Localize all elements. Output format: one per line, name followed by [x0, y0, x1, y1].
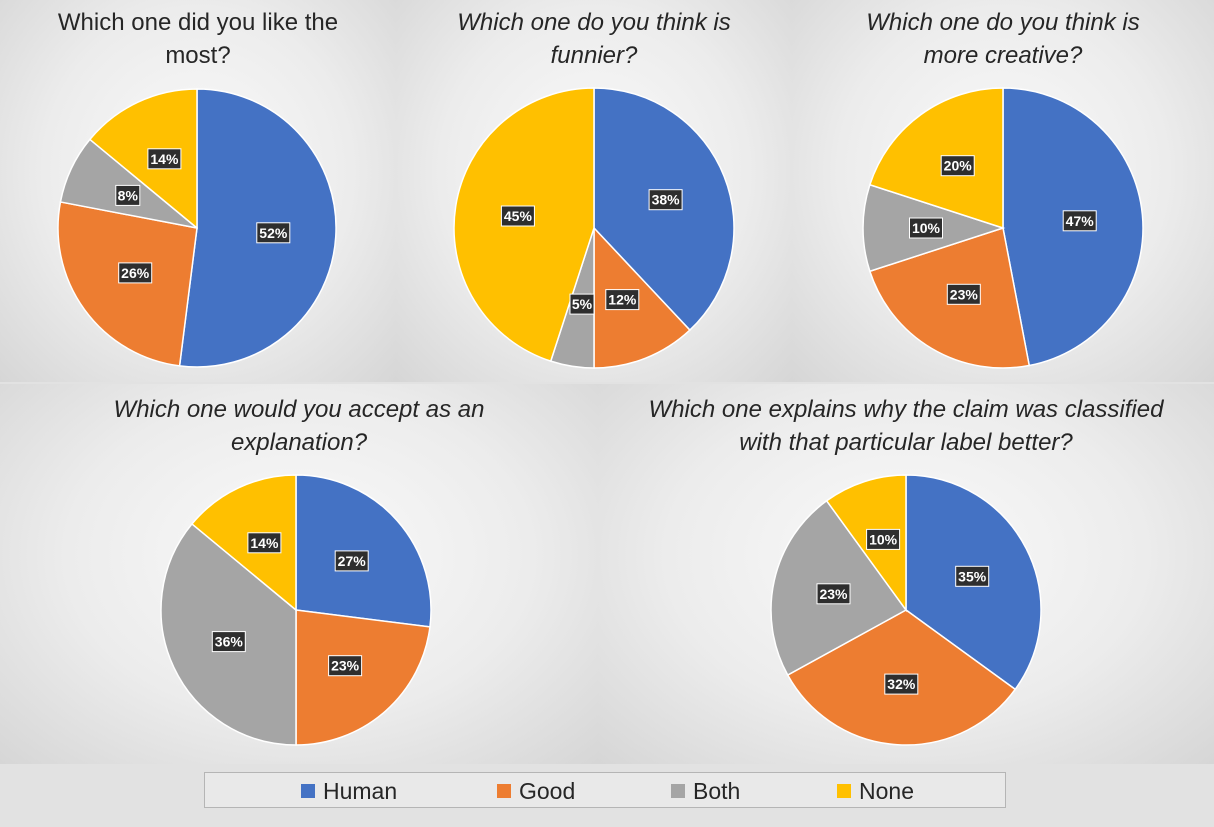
data-label-both: 5% — [569, 293, 595, 315]
legend-swatch-good — [497, 784, 511, 799]
legend-item-both: Both — [671, 779, 740, 803]
data-label-none: 45% — [500, 205, 535, 227]
data-label-good: 23% — [328, 655, 363, 677]
svg-text:32%: 32% — [887, 676, 916, 692]
chart-title-4: Which one would you accept as an explana… — [113, 396, 485, 456]
legend-label-both: Both — [693, 778, 741, 804]
legend-item-none: None — [837, 779, 914, 803]
chart-panel-4: Which one would you accept as an explana… — [0, 384, 598, 764]
pie-slice-none — [88, 88, 198, 230]
svg-text:27%: 27% — [338, 553, 367, 569]
data-label-good: 32% — [884, 673, 919, 695]
chart-title-3: Which one do you think is more creative? — [866, 9, 1140, 69]
data-label-human: 38% — [648, 189, 683, 211]
pie-slice-good — [295, 609, 431, 746]
chart-title-1: Which one did you like the most? — [57, 9, 339, 69]
svg-text:52%: 52% — [259, 225, 288, 241]
svg-text:12%: 12% — [608, 292, 637, 308]
svg-text:10%: 10% — [869, 531, 898, 547]
svg-text:14%: 14% — [250, 535, 279, 551]
data-label-none: 10% — [866, 528, 901, 550]
pie-chart-1: 52% 26% 8% 14% — [57, 88, 337, 368]
pie-chart-5: 35% 32% 23% 10% — [770, 474, 1042, 746]
data-label-none: 14% — [147, 148, 182, 170]
data-label-human: 35% — [955, 565, 990, 587]
data-label-human: 47% — [1062, 210, 1097, 232]
pie-slice-good — [57, 201, 198, 367]
svg-text:23%: 23% — [950, 286, 979, 302]
chart-title-5: Which one explains why the claim was cla… — [648, 396, 1164, 456]
chart-panel-2: Which one do you think is funnier? 38% 12… — [396, 0, 792, 382]
data-label-none: 20% — [940, 155, 975, 177]
chart-title-2: Which one do you think is funnier? — [457, 9, 731, 69]
pie-chart-4: 27% 23% 36% 14% — [160, 474, 432, 746]
data-label-both: 36% — [211, 631, 246, 653]
chart-panel-3: Which one do you think is more creative?… — [792, 0, 1214, 382]
svg-text:20%: 20% — [944, 158, 973, 174]
legend-item-human: Human — [301, 779, 397, 803]
svg-text:26%: 26% — [121, 265, 150, 281]
pie-chart-2: 38% 12% 5% 45% — [453, 87, 735, 369]
legend-swatch-both — [671, 784, 685, 799]
svg-text:45%: 45% — [504, 208, 533, 224]
data-label-both: 23% — [816, 583, 851, 605]
svg-text:35%: 35% — [958, 568, 987, 584]
svg-text:36%: 36% — [215, 634, 244, 650]
data-label-human: 27% — [334, 550, 369, 572]
chart-panel-5: Which one explains why the claim was cla… — [598, 384, 1214, 764]
legend-swatch-human — [301, 784, 315, 799]
data-label-both: 8% — [115, 184, 141, 206]
legend-label-none: None — [859, 778, 914, 804]
svg-text:23%: 23% — [331, 658, 360, 674]
svg-text:5%: 5% — [572, 296, 593, 312]
data-label-human: 52% — [256, 222, 291, 244]
pie-slice-good — [593, 226, 691, 369]
chart-legend: Human Good Both None — [204, 772, 1006, 808]
data-label-both: 10% — [909, 217, 943, 239]
data-label-good: 12% — [605, 289, 640, 311]
svg-text:14%: 14% — [150, 151, 179, 167]
svg-text:38%: 38% — [652, 192, 681, 208]
pie-slice-none — [190, 474, 297, 612]
legend-item-good: Good — [497, 779, 575, 803]
data-label-good: 23% — [946, 283, 981, 305]
svg-text:47%: 47% — [1066, 213, 1095, 229]
data-label-none: 14% — [247, 532, 282, 554]
svg-text:23%: 23% — [819, 586, 848, 602]
legend-label-human: Human — [323, 778, 398, 804]
legend-swatch-none — [837, 784, 851, 799]
pie-slice-none — [868, 87, 1004, 230]
pie-chart-3: 47% 23% 10% 20% — [862, 87, 1144, 369]
svg-text:10%: 10% — [912, 220, 941, 236]
chart-panel-1: Which one did you like the most? 52% 26% 8… — [0, 0, 396, 382]
svg-text:8%: 8% — [118, 187, 139, 203]
legend-label-good: Good — [519, 778, 576, 804]
data-label-good: 26% — [118, 262, 153, 284]
